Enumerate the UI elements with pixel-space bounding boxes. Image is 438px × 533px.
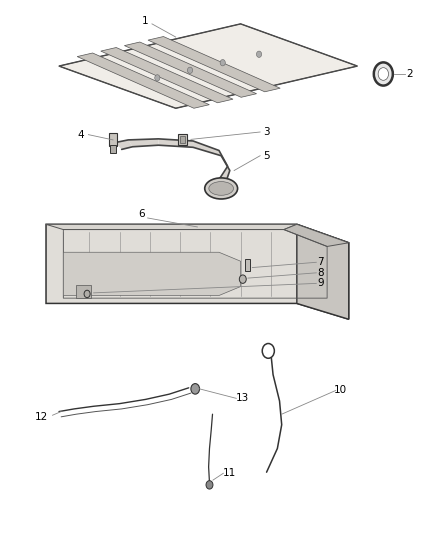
Ellipse shape bbox=[209, 182, 233, 195]
Polygon shape bbox=[46, 224, 349, 319]
Text: 3: 3 bbox=[263, 127, 270, 137]
Text: 4: 4 bbox=[77, 130, 84, 140]
Polygon shape bbox=[128, 139, 159, 147]
Circle shape bbox=[191, 384, 200, 394]
Circle shape bbox=[187, 67, 193, 74]
FancyBboxPatch shape bbox=[110, 145, 116, 152]
Polygon shape bbox=[148, 37, 280, 92]
Circle shape bbox=[155, 75, 160, 81]
Text: 13: 13 bbox=[236, 393, 249, 403]
Text: 7: 7 bbox=[317, 257, 324, 267]
FancyBboxPatch shape bbox=[76, 285, 92, 298]
Text: 2: 2 bbox=[406, 69, 413, 79]
Polygon shape bbox=[77, 53, 209, 108]
Ellipse shape bbox=[205, 178, 237, 199]
Circle shape bbox=[206, 481, 213, 489]
Text: 10: 10 bbox=[333, 385, 346, 395]
Polygon shape bbox=[46, 224, 297, 230]
Circle shape bbox=[220, 60, 225, 66]
Text: 8: 8 bbox=[317, 268, 324, 278]
Circle shape bbox=[257, 51, 261, 58]
Polygon shape bbox=[284, 224, 349, 246]
Circle shape bbox=[374, 62, 393, 86]
Polygon shape bbox=[159, 139, 193, 147]
FancyBboxPatch shape bbox=[244, 259, 250, 271]
Polygon shape bbox=[124, 42, 257, 98]
FancyBboxPatch shape bbox=[109, 133, 117, 146]
Text: 11: 11 bbox=[223, 469, 237, 478]
Text: 5: 5 bbox=[263, 151, 270, 161]
Polygon shape bbox=[193, 141, 221, 156]
FancyBboxPatch shape bbox=[178, 134, 187, 144]
Circle shape bbox=[84, 290, 90, 297]
Text: 1: 1 bbox=[142, 16, 149, 26]
Polygon shape bbox=[219, 150, 230, 171]
Text: 12: 12 bbox=[35, 412, 48, 422]
Text: 9: 9 bbox=[317, 278, 324, 288]
Polygon shape bbox=[219, 166, 230, 183]
Polygon shape bbox=[64, 252, 240, 295]
Polygon shape bbox=[115, 140, 133, 149]
Polygon shape bbox=[59, 24, 357, 108]
Polygon shape bbox=[297, 224, 349, 319]
Polygon shape bbox=[101, 47, 233, 103]
Text: 6: 6 bbox=[138, 209, 145, 219]
Circle shape bbox=[262, 343, 274, 358]
Circle shape bbox=[239, 275, 246, 284]
FancyBboxPatch shape bbox=[180, 136, 185, 142]
Circle shape bbox=[378, 68, 389, 80]
